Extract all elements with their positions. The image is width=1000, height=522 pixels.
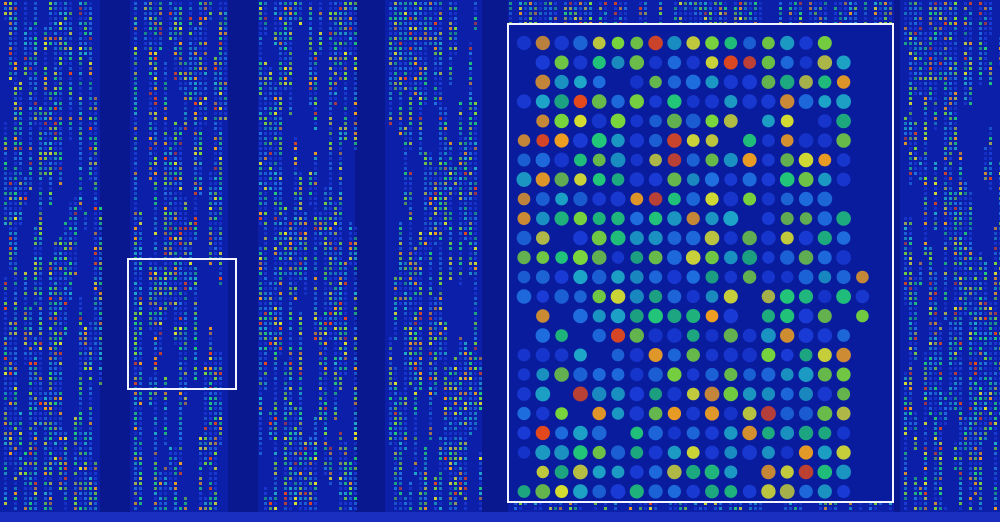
channel-gap-band bbox=[355, 0, 385, 522]
bottom-edge-band bbox=[0, 512, 1000, 522]
magnified-inset-spots bbox=[509, 25, 892, 501]
channel-gap-band bbox=[100, 0, 130, 522]
channel-gap-band bbox=[894, 0, 900, 522]
channel-gap-band bbox=[482, 0, 508, 522]
channel-gap-band bbox=[228, 0, 258, 522]
